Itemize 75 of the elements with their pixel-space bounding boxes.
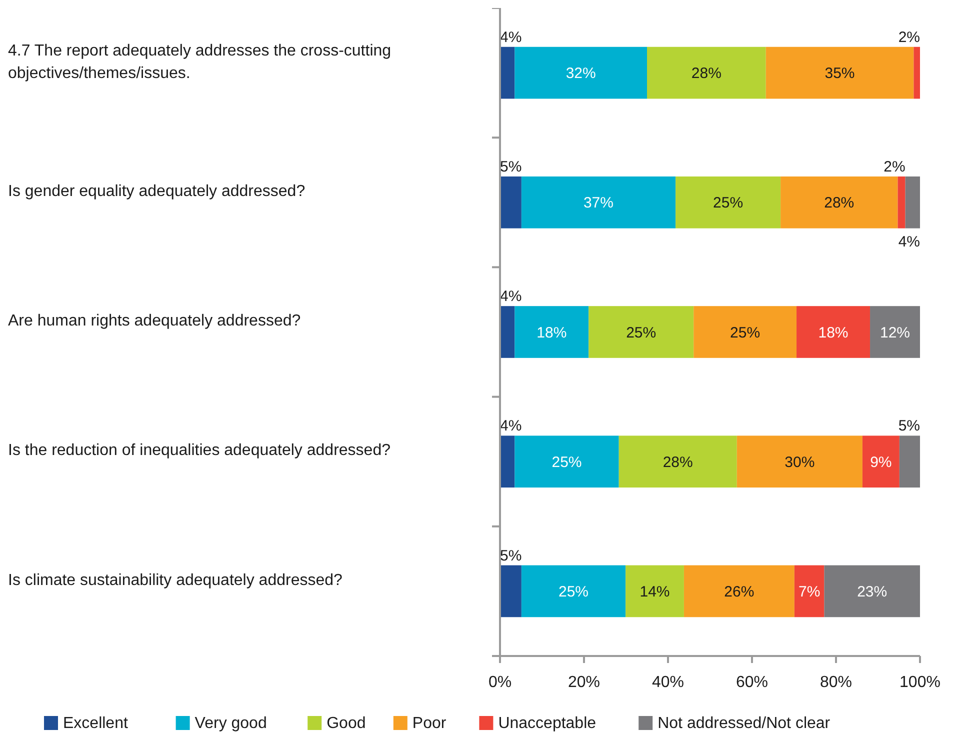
data-label: 28% [691, 65, 722, 82]
data-label: 23% [857, 583, 888, 600]
data-label: 5% [898, 418, 920, 435]
bar [647, 46, 766, 99]
bar [500, 565, 522, 618]
bar [500, 436, 515, 488]
bar [588, 306, 694, 358]
data-label: 35% [824, 65, 855, 82]
bar [794, 565, 824, 618]
data-label: 25% [552, 454, 582, 471]
data-label: 37% [583, 194, 614, 212]
bar [694, 306, 797, 358]
bar [676, 176, 781, 228]
bar [514, 436, 619, 488]
bar [500, 306, 515, 358]
data-label: 5% [500, 158, 522, 176]
bar [514, 306, 589, 358]
legend-label: Unacceptable [498, 715, 596, 732]
y-tick-label: Is gender equality adequately addressed? [8, 183, 306, 200]
data-label: 18% [536, 324, 567, 342]
data-label: 28% [662, 454, 693, 471]
data-label: 4% [500, 418, 522, 435]
bar [824, 565, 920, 618]
data-label: 4% [500, 288, 522, 306]
y-tick-label: Are human rights adequately addressed? [8, 312, 301, 330]
legend-label: Very good [194, 715, 267, 732]
bar [898, 176, 906, 228]
x-tick-label: 60% [736, 674, 768, 691]
data-label: 30% [784, 454, 815, 471]
legend-label: Poor [412, 715, 447, 732]
bar [514, 46, 647, 99]
data-label: 26% [724, 583, 754, 600]
x-tick-label: 40% [652, 674, 684, 691]
data-label: 25% [558, 583, 589, 600]
x-tick-label: 80% [820, 674, 852, 691]
data-label: 12% [880, 324, 910, 342]
x-tick-label: 20% [568, 674, 600, 691]
y-tick-label: Is the reduction of inequalities adequately addressed? [8, 442, 391, 460]
data-label: 9% [870, 454, 892, 471]
x-tick-label: 0% [488, 674, 512, 691]
bar [618, 436, 737, 488]
data-label: 2% [898, 28, 920, 46]
data-label: 18% [818, 324, 848, 342]
bar [684, 565, 794, 618]
data-label: 14% [640, 583, 670, 600]
data-label: 5% [500, 547, 522, 564]
data-label: 25% [626, 324, 656, 342]
data-label: 4% [898, 233, 920, 250]
data-label: 2% [884, 158, 906, 176]
legend-label: Excellent [63, 715, 128, 732]
data-label: 32% [566, 65, 596, 82]
legend-label: Not addressed/Not clear [658, 715, 831, 732]
legend-label: Good [326, 715, 366, 732]
bar [500, 176, 522, 228]
data-label: 25% [730, 324, 760, 342]
bar [796, 306, 870, 358]
data-label: 4% [500, 28, 522, 46]
x-tick-label: 100% [900, 674, 940, 691]
bar [500, 46, 515, 99]
data-label: 7% [798, 583, 820, 600]
bar [766, 46, 914, 99]
bar [905, 176, 920, 228]
data-label: 25% [713, 194, 744, 212]
bar [521, 565, 626, 618]
bar [870, 306, 920, 358]
bar [862, 436, 900, 488]
bar [736, 436, 862, 488]
y-tick-label: Is climate sustainability adequately addressed? [8, 572, 343, 589]
bar [521, 176, 676, 228]
bar [626, 565, 684, 618]
y-tick-label: 4.7 The report adequately addresses the cross-cutting objectives/themes/issues. [8, 42, 392, 82]
bar [780, 176, 898, 228]
data-label: 28% [824, 194, 854, 212]
bar [914, 46, 920, 99]
bar [899, 436, 920, 488]
